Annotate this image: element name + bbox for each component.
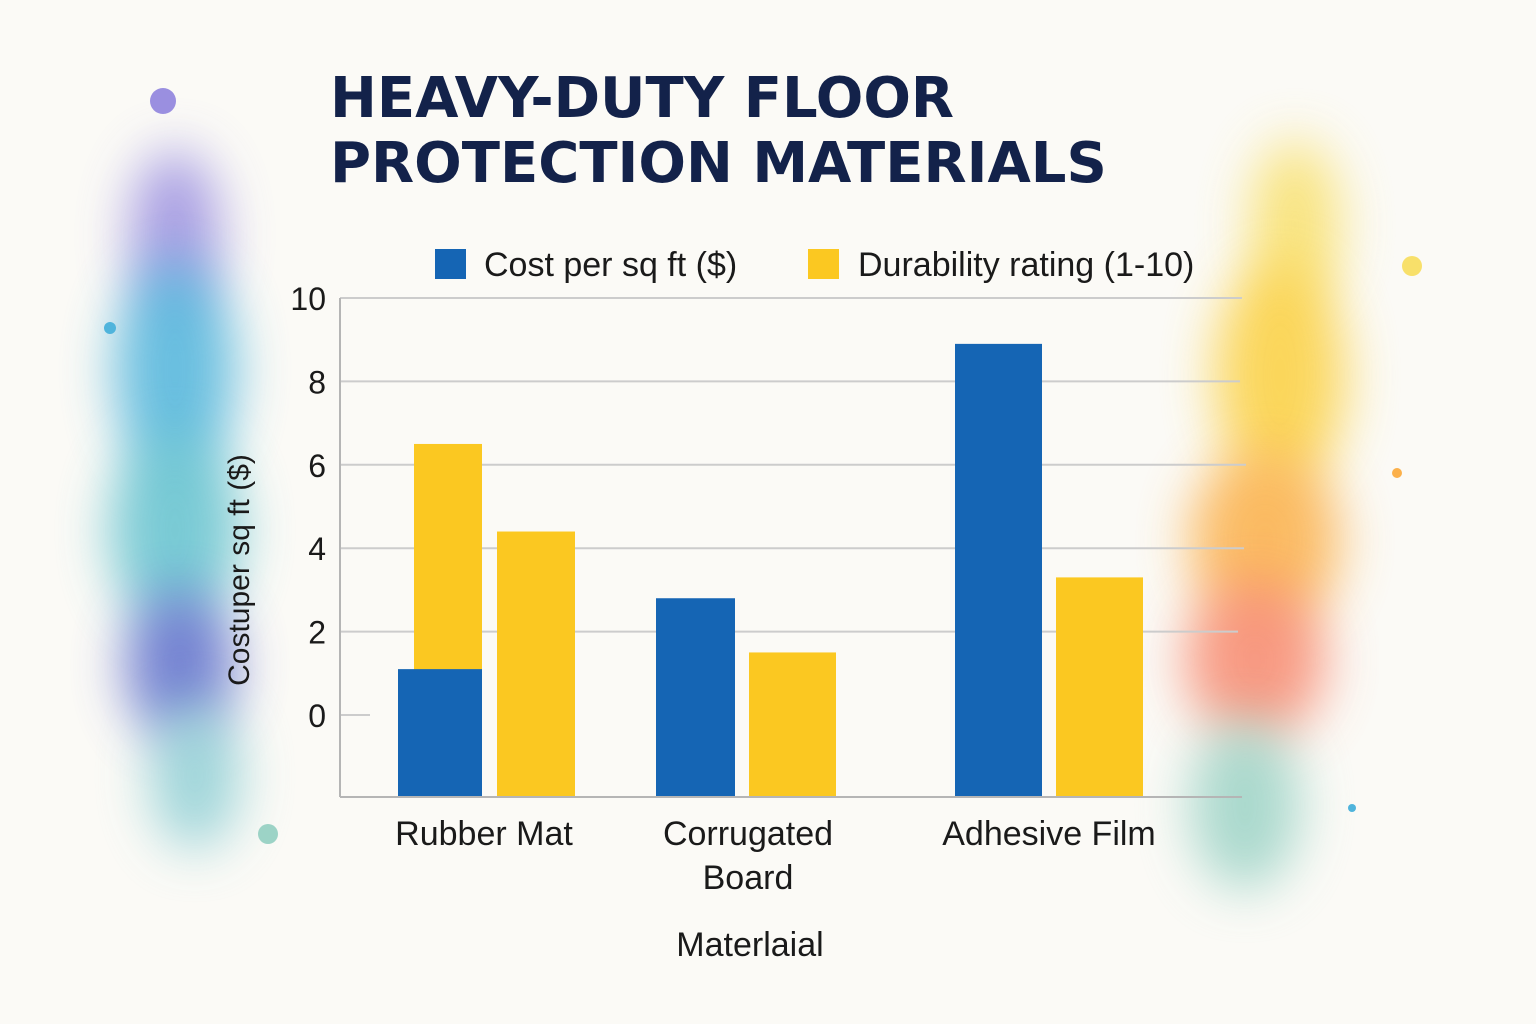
bars	[398, 343, 1143, 797]
chart-title-line: HEAVY-DUTY FLOOR	[330, 66, 955, 131]
y-tick-labels: 0 2 4 6 8 10	[290, 281, 326, 734]
y-tick-label: 4	[308, 531, 326, 567]
bar-extra-yellow	[497, 531, 575, 797]
axes	[339, 298, 1242, 798]
y-tick-label: 10	[290, 281, 326, 317]
x-tick-label: Corrugated Board	[663, 815, 833, 897]
x-axis-label: Materlaial	[676, 926, 823, 964]
y-axis-label: Costuper sq ft ($)	[223, 454, 256, 686]
bar-cost	[656, 598, 735, 797]
legend-label: Durability rating (1-10)	[858, 246, 1194, 284]
chart-title-line: PROTECTION MATERIALS	[330, 131, 1107, 196]
legend-label: Cost per sq ft ($)	[484, 246, 737, 284]
bar-durability	[1056, 577, 1143, 797]
bar-cost	[398, 669, 482, 797]
x-tick-label: Rubber Mat	[395, 815, 573, 853]
legend-swatch	[435, 249, 466, 279]
x-tick-labels: Rubber Mat Corrugated Board Adhesive Film	[395, 815, 1156, 897]
x-tick-label: Adhesive Film	[942, 815, 1156, 853]
legend: Cost per sq ft ($) Durability rating (1-1…	[435, 246, 1194, 284]
y-tick-label: 0	[308, 698, 326, 734]
bar-cost	[955, 343, 1042, 797]
y-tick-label: 6	[308, 448, 326, 484]
legend-swatch	[808, 249, 839, 279]
bar-durability	[749, 652, 836, 797]
y-tick-label: 2	[308, 615, 326, 651]
chart-title: HEAVY-DUTY FLOOR PROTECTION MATERIALS	[330, 66, 1230, 196]
y-tick-label: 8	[308, 364, 326, 400]
